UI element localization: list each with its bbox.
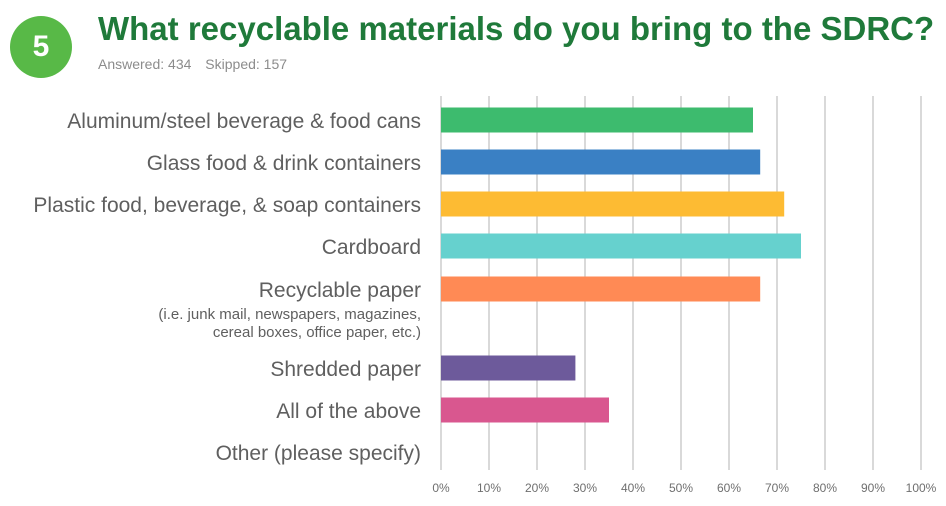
category-label: Glass food & drink containers [147, 152, 421, 175]
category-label: All of the above [276, 400, 421, 423]
category-label: Recyclable paper [259, 279, 421, 302]
x-tick-label: 70% [765, 481, 789, 495]
x-tick-label: 40% [621, 481, 645, 495]
category-label: Plastic food, beverage, & soap container… [33, 194, 421, 217]
category-label: Other (please specify) [216, 442, 421, 465]
x-tick-label: 100% [906, 481, 937, 495]
x-tick-label: 20% [525, 481, 549, 495]
x-tick-label: 50% [669, 481, 693, 495]
x-tick-label: 80% [813, 481, 837, 495]
bar [441, 233, 801, 259]
x-tick-label: 90% [861, 481, 885, 495]
bar [441, 397, 609, 423]
x-tick-label: 0% [432, 481, 450, 495]
bar [441, 107, 753, 133]
answered-count: Answered: 434 [98, 56, 192, 72]
bar [441, 191, 785, 217]
response-stats: Answered: 434 Skipped: 157 [98, 56, 297, 72]
bar [441, 149, 761, 175]
question-title: What recyclable materials do you bring t… [98, 10, 935, 47]
category-sublabel: (i.e. junk mail, newspapers, magazines, [158, 306, 421, 323]
category-label: Shredded paper [270, 358, 421, 381]
bar [441, 355, 576, 381]
x-tick-label: 10% [477, 481, 501, 495]
category-label: Cardboard [322, 236, 421, 259]
bar [441, 276, 761, 302]
category-label: Aluminum/steel beverage & food cans [67, 110, 421, 133]
x-tick-label: 30% [573, 481, 597, 495]
skipped-count: Skipped: 157 [205, 56, 288, 72]
x-tick-label: 60% [717, 481, 741, 495]
category-sublabel: cereal boxes, office paper, etc.) [213, 324, 421, 341]
question-number-badge: 5 [10, 16, 72, 78]
